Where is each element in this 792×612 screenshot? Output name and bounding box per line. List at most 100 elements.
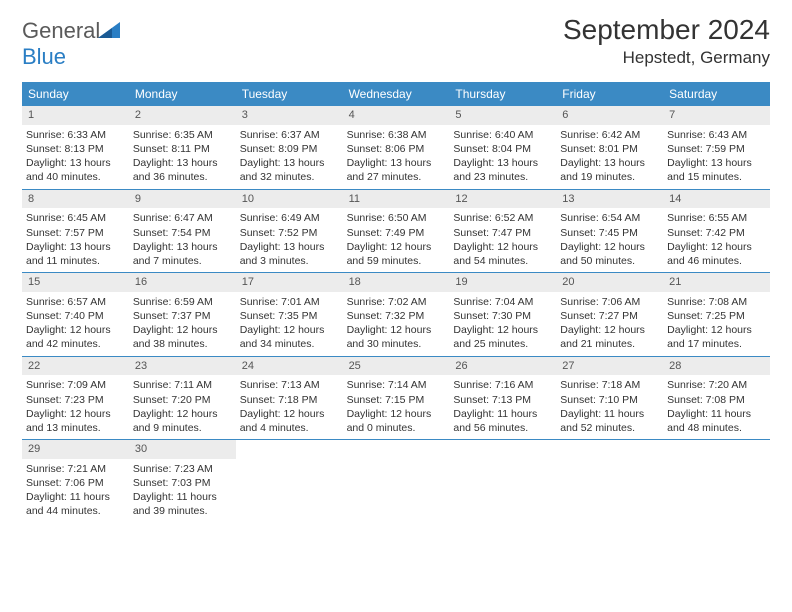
sunrise-text: Sunrise: 6:54 AM	[560, 211, 659, 225]
sunrise-text: Sunrise: 7:21 AM	[26, 462, 125, 476]
daylight-text: Daylight: 12 hours and 59 minutes.	[347, 240, 446, 268]
calendar-cell: 16 Sunrise: 6:59 AMSunset: 7:37 PMDayligh…	[129, 273, 236, 356]
sunrise-text: Sunrise: 6:59 AM	[133, 295, 232, 309]
sunrise-text: Sunrise: 6:50 AM	[347, 211, 446, 225]
sunset-text: Sunset: 7:30 PM	[453, 309, 552, 323]
date-number: 22	[22, 357, 129, 376]
sunrise-text: Sunrise: 6:37 AM	[240, 128, 339, 142]
calendar-cell: 7Sunrise: 6:43 AMSunset: 7:59 PMDaylight…	[663, 106, 770, 189]
week-row: 8Sunrise: 6:45 AMSunset: 7:57 PMDaylight…	[22, 190, 770, 274]
daylight-text: Daylight: 12 hours and 21 minutes.	[560, 323, 659, 351]
daylight-text: Daylight: 12 hours and 17 minutes.	[667, 323, 766, 351]
sunrise-text: Sunrise: 6:55 AM	[667, 211, 766, 225]
calendar-cell: 27Sunrise: 7:18 AMSunset: 7:10 PMDayligh…	[556, 357, 663, 440]
calendar-cell: 21Sunrise: 7:08 AMSunset: 7:25 PMDayligh…	[663, 273, 770, 356]
daylight-text: Daylight: 13 hours and 11 minutes.	[26, 240, 125, 268]
sunset-text: Sunset: 7:37 PM	[133, 309, 232, 323]
sunset-text: Sunset: 7:32 PM	[347, 309, 446, 323]
sunrise-text: Sunrise: 7:01 AM	[240, 295, 339, 309]
sunrise-text: Sunrise: 6:42 AM	[560, 128, 659, 142]
calendar-cell	[449, 440, 556, 523]
calendar-cell: 9Sunrise: 6:47 AMSunset: 7:54 PMDaylight…	[129, 190, 236, 273]
daylight-text: Daylight: 12 hours and 50 minutes.	[560, 240, 659, 268]
daylight-text: Daylight: 13 hours and 32 minutes.	[240, 156, 339, 184]
day-header-tuesday: Tuesday	[236, 82, 343, 106]
sunrise-text: Sunrise: 7:20 AM	[667, 378, 766, 392]
sunset-text: Sunset: 7:45 PM	[560, 226, 659, 240]
calendar-cell: 17Sunrise: 7:01 AMSunset: 7:35 PMDayligh…	[236, 273, 343, 356]
date-number: 26	[449, 357, 556, 376]
daylight-text: Daylight: 12 hours and 0 minutes.	[347, 407, 446, 435]
daylight-text: Daylight: 13 hours and 3 minutes.	[240, 240, 339, 268]
date-number: 2	[129, 106, 236, 125]
week-row: 22Sunrise: 7:09 AMSunset: 7:23 PMDayligh…	[22, 357, 770, 441]
sunrise-text: Sunrise: 6:57 AM	[26, 295, 125, 309]
sunset-text: Sunset: 7:49 PM	[347, 226, 446, 240]
daylight-text: Daylight: 12 hours and 4 minutes.	[240, 407, 339, 435]
daylight-text: Daylight: 11 hours and 39 minutes.	[133, 490, 232, 518]
calendar-cell: 12Sunrise: 6:52 AMSunset: 7:47 PMDayligh…	[449, 190, 556, 273]
calendar-cell	[343, 440, 450, 523]
calendar-cell	[663, 440, 770, 523]
date-number: 28	[663, 357, 770, 376]
sunrise-text: Sunrise: 6:40 AM	[453, 128, 552, 142]
date-number: 21	[663, 273, 770, 292]
calendar-cell: 20Sunrise: 7:06 AMSunset: 7:27 PMDayligh…	[556, 273, 663, 356]
calendar-cell: 15Sunrise: 6:57 AMSunset: 7:40 PMDayligh…	[22, 273, 129, 356]
calendar-cell: 10Sunrise: 6:49 AMSunset: 7:52 PMDayligh…	[236, 190, 343, 273]
calendar-cell: 18Sunrise: 7:02 AMSunset: 7:32 PMDayligh…	[343, 273, 450, 356]
daylight-text: Daylight: 12 hours and 42 minutes.	[26, 323, 125, 351]
calendar-cell: 6Sunrise: 6:42 AMSunset: 8:01 PMDaylight…	[556, 106, 663, 189]
date-number: 16	[129, 273, 236, 292]
day-header-friday: Friday	[556, 82, 663, 106]
date-number: 20	[556, 273, 663, 292]
calendar-cell: 5Sunrise: 6:40 AMSunset: 8:04 PMDaylight…	[449, 106, 556, 189]
location: Hepstedt, Germany	[563, 48, 770, 68]
date-number: 14	[663, 190, 770, 209]
sunset-text: Sunset: 8:13 PM	[26, 142, 125, 156]
sunrise-text: Sunrise: 7:09 AM	[26, 378, 125, 392]
sunrise-text: Sunrise: 7:06 AM	[560, 295, 659, 309]
daylight-text: Daylight: 13 hours and 7 minutes.	[133, 240, 232, 268]
calendar-cell: 25Sunrise: 7:14 AMSunset: 7:15 PMDayligh…	[343, 357, 450, 440]
daylight-text: Daylight: 13 hours and 23 minutes.	[453, 156, 552, 184]
date-number: 23	[129, 357, 236, 376]
date-number: 17	[236, 273, 343, 292]
sunset-text: Sunset: 7:42 PM	[667, 226, 766, 240]
sunrise-text: Sunrise: 7:02 AM	[347, 295, 446, 309]
day-header-sunday: Sunday	[22, 82, 129, 106]
sunset-text: Sunset: 7:47 PM	[453, 226, 552, 240]
header: GeneralBlue September 2024 Hepstedt, Ger…	[22, 14, 770, 70]
day-header-saturday: Saturday	[663, 82, 770, 106]
daylight-text: Daylight: 11 hours and 48 minutes.	[667, 407, 766, 435]
date-number: 3	[236, 106, 343, 125]
date-number: 30	[129, 440, 236, 459]
daylight-text: Daylight: 12 hours and 46 minutes.	[667, 240, 766, 268]
sunset-text: Sunset: 8:04 PM	[453, 142, 552, 156]
day-header-row: Sunday Monday Tuesday Wednesday Thursday…	[22, 82, 770, 106]
date-number: 25	[343, 357, 450, 376]
daylight-text: Daylight: 12 hours and 30 minutes.	[347, 323, 446, 351]
daylight-text: Daylight: 12 hours and 9 minutes.	[133, 407, 232, 435]
daylight-text: Daylight: 11 hours and 52 minutes.	[560, 407, 659, 435]
date-number: 6	[556, 106, 663, 125]
sunrise-text: Sunrise: 6:43 AM	[667, 128, 766, 142]
daylight-text: Daylight: 11 hours and 44 minutes.	[26, 490, 125, 518]
daylight-text: Daylight: 11 hours and 56 minutes.	[453, 407, 552, 435]
sunrise-text: Sunrise: 7:23 AM	[133, 462, 232, 476]
calendar-cell: 19Sunrise: 7:04 AMSunset: 7:30 PMDayligh…	[449, 273, 556, 356]
daylight-text: Daylight: 13 hours and 36 minutes.	[133, 156, 232, 184]
sunset-text: Sunset: 8:11 PM	[133, 142, 232, 156]
sunrise-text: Sunrise: 6:47 AM	[133, 211, 232, 225]
sunset-text: Sunset: 7:40 PM	[26, 309, 125, 323]
sunset-text: Sunset: 7:20 PM	[133, 393, 232, 407]
daylight-text: Daylight: 12 hours and 38 minutes.	[133, 323, 232, 351]
sunrise-text: Sunrise: 7:18 AM	[560, 378, 659, 392]
calendar-cell: 28 Sunrise: 7:20 AMSunset: 7:08 PMDayligh…	[663, 357, 770, 440]
sunset-text: Sunset: 7:54 PM	[133, 226, 232, 240]
calendar-cell	[556, 440, 663, 523]
date-number: 19	[449, 273, 556, 292]
sunset-text: Sunset: 7:08 PM	[667, 393, 766, 407]
logo: GeneralBlue	[22, 18, 120, 70]
week-row: 29Sunrise: 7:21 AMSunset: 7:06 PMDayligh…	[22, 440, 770, 523]
